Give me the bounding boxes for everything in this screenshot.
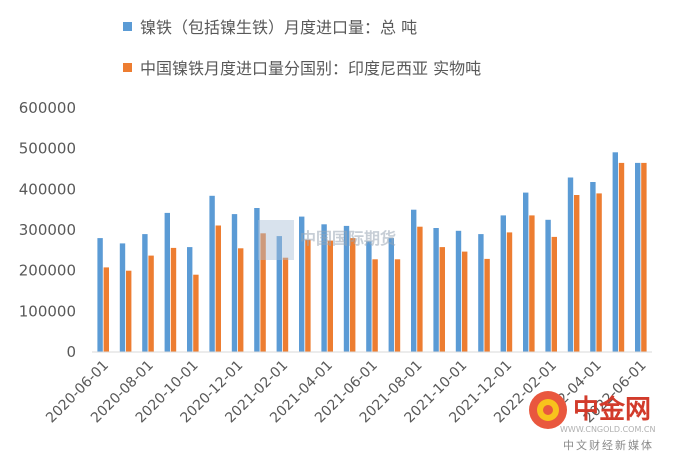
bar-series-1 [545,219,551,352]
bar-series-1 [299,216,305,352]
bar-series-2 [350,238,356,352]
bar-series-2 [529,215,535,352]
bar-series-1 [231,214,238,352]
center-watermark: 中国国际期货 [258,220,396,260]
bar-series-1 [478,234,484,352]
bar-series-2 [282,257,289,352]
logo-url: WWW.CNGOLD.COM.CN [560,425,655,434]
y-tick-label: 400000 [19,180,76,198]
logo-tagline: 中文财经新媒体 [563,438,654,452]
bar-series-2 [215,225,221,352]
y-tick-label: 200000 [19,262,76,280]
bar-series-2 [484,258,490,352]
bar-series-2 [574,195,580,352]
bar-series-1 [164,212,170,352]
bar-series-2 [551,236,557,352]
logo-name: 中金网 [573,394,651,425]
bar-series-2 [305,239,311,352]
bar-series-2 [417,226,423,352]
bar-series-1 [119,243,126,352]
bar-series-2 [170,247,177,352]
bar-series-2 [394,259,401,352]
bar-series-2 [126,270,132,352]
bar-series-1 [433,228,439,352]
bar-series-2 [506,232,513,352]
y-tick-label: 300000 [19,221,76,239]
bar-series-2 [439,247,445,352]
bar-series-1 [388,238,394,352]
y-axis: 0 100000 200000 300000 400000 500000 600000 [19,99,76,361]
bar-series-1 [187,247,193,352]
bar-series-1 [523,192,529,352]
bar-series-2 [327,240,333,352]
bar-series-1 [612,152,618,352]
bar-series-2 [260,233,266,352]
bar-series-1 [97,238,103,352]
y-tick-label: 0 [66,343,76,361]
y-tick-label: 600000 [19,99,76,117]
site-logo: 中金网 WWW.CNGOLD.COM.CN 中文财经新媒体 [529,391,655,452]
bar-series-1 [500,215,506,352]
y-tick-label: 100000 [19,302,76,320]
bar-series-1 [209,195,215,352]
bar-series-2 [372,259,378,352]
bar-series-2 [641,162,647,352]
bar-series-2 [148,255,154,352]
watermark-logo-mark [258,220,294,260]
bar-series-1 [590,182,596,352]
bar-series-2 [238,248,244,352]
bar-series-2 [462,251,468,352]
bar-series-1 [411,209,417,352]
plot-area [97,152,647,352]
y-tick-label: 500000 [19,140,76,158]
legend-label-series-2: 中国镍铁月度进口量分国别：印度尼西亚 实物吨 [140,59,481,78]
bar-series-2 [193,274,199,352]
bar-series-2 [103,267,109,352]
bar-series-1 [455,230,462,352]
bar-series-2 [596,193,602,352]
bar-series-1 [254,208,260,352]
bar-series-1 [366,241,372,352]
legend: 镍铁（包括镍生铁）月度进口量：总 吨 中国镍铁月度进口量分国别：印度尼西亚 实物… [123,18,481,78]
bar-series-2 [618,162,625,352]
bar-series-1 [343,225,350,352]
legend-swatch-series-1 [123,22,132,31]
bar-series-1 [321,224,327,352]
legend-swatch-series-2 [123,63,132,72]
bar-series-1 [276,236,282,352]
bar-series-1 [142,234,148,352]
bar-series-1 [635,162,641,352]
legend-label-series-1: 镍铁（包括镍生铁）月度进口量：总 吨 [140,18,417,37]
bar-series-1 [567,177,574,352]
watermark-text: 中国国际期货 [300,229,396,248]
